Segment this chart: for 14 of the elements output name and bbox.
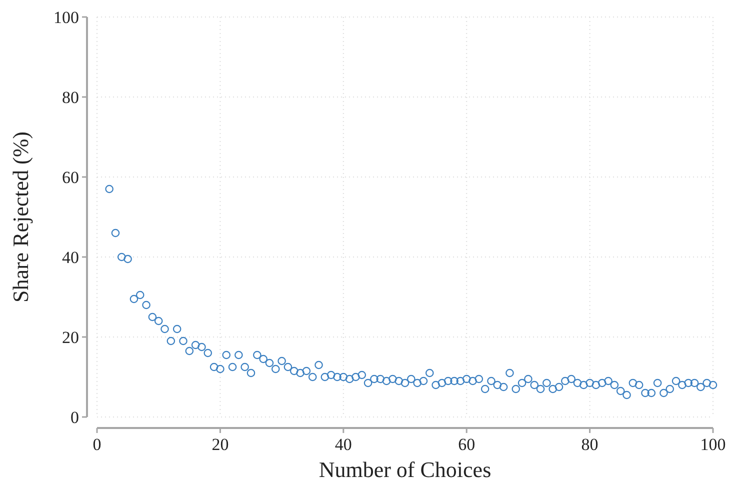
y-tick-label: 0	[70, 408, 79, 427]
y-tick-label: 40	[62, 248, 79, 267]
y-tick-label: 80	[62, 88, 79, 107]
y-tick-label: 60	[62, 168, 79, 187]
x-axis-title: Number of Choices	[318, 457, 492, 482]
x-tick-label: 60	[458, 435, 476, 454]
x-tick-label: 20	[212, 435, 229, 454]
x-tick-label: 80	[581, 435, 598, 454]
y-tick-label: 20	[62, 328, 79, 347]
y-axis-title: Share Rejected (%)	[8, 131, 33, 303]
y-tick-label: 100	[54, 8, 79, 27]
x-tick-label: 40	[334, 435, 352, 454]
x-tick-label: 100	[700, 435, 726, 454]
x-tick-label: 0	[92, 435, 102, 454]
